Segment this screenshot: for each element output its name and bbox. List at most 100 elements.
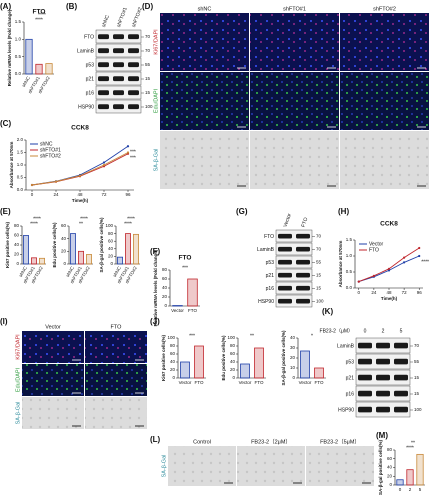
lane-label: shFTO#2 (131, 6, 144, 28)
band (98, 62, 109, 68)
band (98, 48, 109, 54)
y-tick-label: 20 (108, 254, 114, 259)
significance: *** (130, 156, 136, 162)
band (113, 62, 124, 68)
significance: *** (189, 333, 195, 339)
point (78, 174, 82, 177)
panel-label: (F) (150, 247, 161, 256)
point (357, 280, 360, 283)
chart-title: FTO (33, 9, 46, 16)
significance: ** (411, 440, 415, 446)
y-tick-label: 60 (230, 351, 236, 356)
marker-label: 100 (414, 407, 422, 412)
bar (31, 257, 37, 265)
marker-label: 70 (414, 343, 420, 348)
band (278, 233, 292, 239)
y-tick-label: 1.5 (15, 19, 22, 24)
point (403, 256, 406, 259)
bar (35, 63, 43, 75)
y-tick-label: 0.5 (17, 175, 24, 180)
bar (86, 254, 92, 265)
protein-label: HSP90 (258, 299, 274, 305)
x-tick-label: 24 (53, 192, 59, 197)
y-axis-label: Absorbance at 570nm (9, 142, 14, 189)
point (387, 267, 391, 270)
lane-label: 5 (400, 328, 403, 334)
protein-label: p53 (86, 62, 95, 68)
x-tick-label: Vector (171, 308, 184, 313)
y-tick-label: 40 (170, 359, 176, 364)
marker-label: 55 (414, 359, 420, 364)
protein-label: LaminB (77, 48, 95, 54)
band (296, 298, 310, 304)
bar (406, 469, 414, 486)
micrograph (306, 446, 374, 486)
y-tick-label: 20 (162, 294, 168, 299)
panel-label: (G) (236, 207, 248, 216)
y-tick-label: 0.0 (346, 285, 353, 290)
y-tick-label: 20 (290, 355, 296, 360)
column-label: FTO (111, 324, 123, 330)
x-tick-label: 24 (371, 290, 377, 295)
x-tick-label: Vector (239, 380, 252, 385)
y-tick-label: 80 (108, 231, 114, 236)
significance: **** (38, 12, 46, 18)
band (394, 390, 408, 397)
bar (25, 38, 33, 75)
band (376, 406, 390, 413)
row-label: Ki67/DAPI (153, 29, 159, 55)
band (358, 390, 372, 397)
y-tick-label: 80 (230, 343, 236, 348)
significance: * (311, 333, 313, 339)
bar (117, 256, 123, 265)
x-tick-label: 96 (417, 290, 423, 295)
marker-label: 15 (145, 76, 151, 81)
column-label: FB23-2（5μM） (320, 438, 360, 445)
panel-label: (C) (0, 119, 11, 128)
legend-label: shNC (40, 141, 53, 147)
band (376, 358, 390, 365)
blot-frame (275, 268, 313, 282)
y-axis-label: SA-β-gal positive cells(%) (99, 217, 104, 273)
row-label: SA-β-Gal (161, 455, 167, 478)
chart-title: FTO (179, 255, 192, 262)
bar (78, 250, 84, 265)
legend-label: Vector (369, 241, 384, 247)
panel-label: (E) (0, 207, 11, 216)
panel-label: (L) (150, 435, 161, 444)
y-tick-label: 60 (61, 223, 67, 228)
y-tick-label: 30 (290, 345, 296, 350)
y-tick-label: 100 (105, 223, 113, 228)
y-tick-label: 0 (63, 261, 66, 266)
x-tick-label: 96 (125, 192, 131, 197)
row-label: SA-β-Gal (15, 402, 21, 425)
y-tick-label: 20 (387, 473, 393, 478)
row-label: SA-β-Gal (153, 149, 159, 172)
bar (45, 63, 53, 75)
lane-label: shFTO#1 (116, 6, 129, 28)
y-tick-label: 0.0 (17, 187, 24, 192)
marker-label: 70 (145, 48, 151, 53)
band (296, 285, 310, 291)
column-label: shFTO#1 (283, 6, 306, 12)
chart-title: CCK8 (71, 125, 89, 132)
band (128, 34, 139, 40)
panel-label: (M) (376, 431, 388, 440)
y-tick-label: 0 (292, 375, 295, 380)
y-tick-label: 100 (227, 335, 235, 340)
bar (39, 257, 45, 265)
bar (23, 235, 29, 265)
x-tick-label: shNC (112, 265, 122, 278)
blot-frame (275, 229, 313, 243)
band (278, 285, 292, 291)
band (98, 90, 109, 96)
y-tick-label: 20 (14, 252, 20, 257)
bar (416, 453, 424, 486)
significance: **** (35, 17, 43, 23)
marker-label: 15 (414, 391, 420, 396)
bar (187, 278, 198, 307)
x-axis-label: Time(h) (72, 198, 89, 203)
protein-label: HSP90 (78, 104, 94, 110)
